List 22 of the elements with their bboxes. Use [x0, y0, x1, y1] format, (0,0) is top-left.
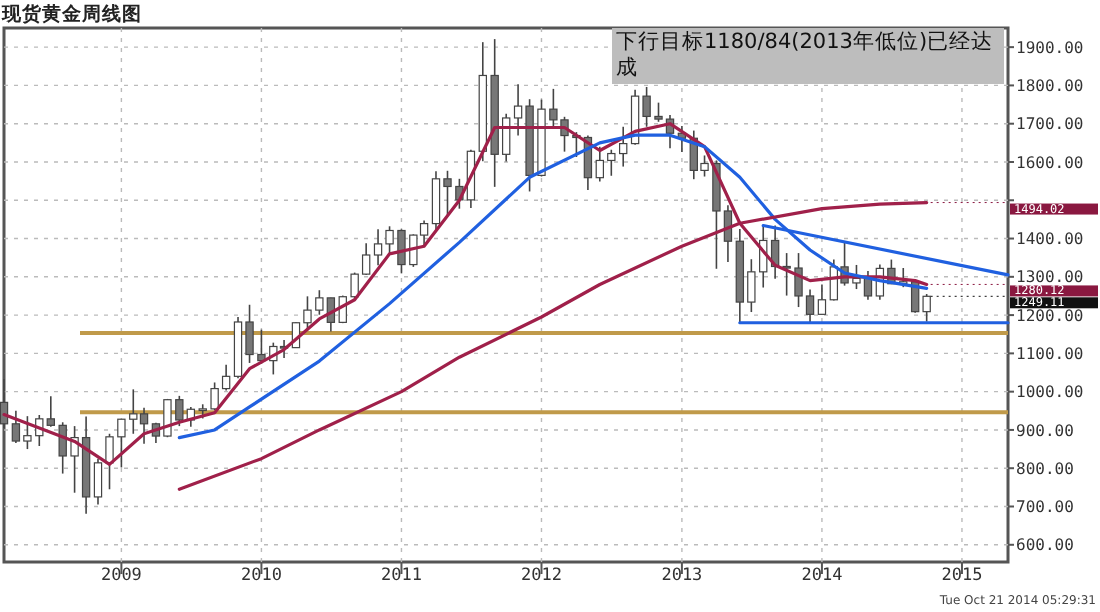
y-tick-label: 1800.00	[1016, 77, 1084, 96]
x-tick-label: 2013	[661, 566, 703, 586]
y-tick-label: 1100.00	[1016, 344, 1084, 363]
y-tick-label: 1400.00	[1016, 230, 1084, 249]
x-tick-label: 2014	[801, 566, 843, 586]
y-tick-label: 1900.00	[1016, 38, 1084, 57]
y-tick-label: 900.00	[1016, 421, 1075, 440]
y-tick-label: 1300.00	[1016, 268, 1084, 287]
y-tick-label: 1000.00	[1016, 383, 1084, 402]
x-tick-label: 2011	[380, 566, 422, 586]
y-tick-label: 600.00	[1016, 536, 1075, 555]
y-tick-label: 1200.00	[1016, 306, 1084, 325]
x-tick-label: 2012	[521, 566, 562, 586]
x-tick-label: 2010	[240, 566, 282, 586]
y-tick-label: 1600.00	[1016, 153, 1084, 172]
y-tick-label: 700.00	[1016, 498, 1075, 517]
y-tick-label: 800.00	[1016, 459, 1075, 478]
x-tick-label: 2009	[100, 566, 142, 586]
annotation: 下行目标1180/84(2013年低位)已经达成	[612, 28, 1004, 84]
y-tick-label: 1700.00	[1016, 115, 1084, 134]
x-tick-label: 2015	[941, 566, 983, 586]
chart-title: 现货黄金周线图	[0, 2, 142, 26]
